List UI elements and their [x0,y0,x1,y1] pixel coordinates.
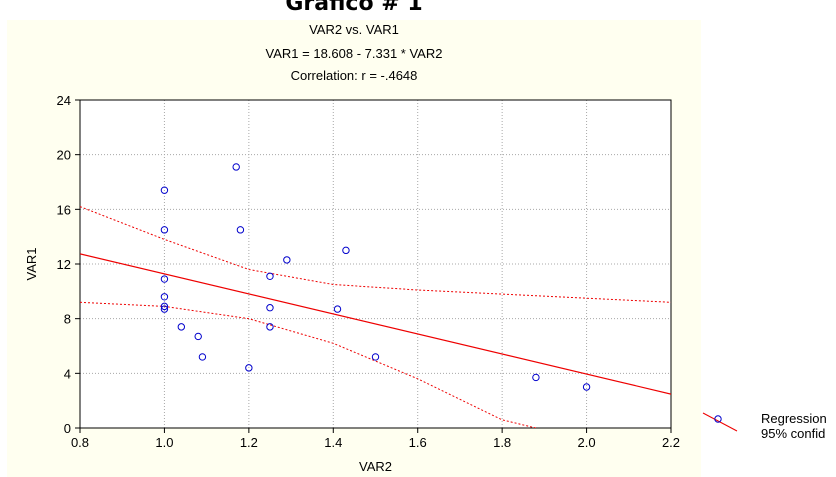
data-point [245,364,253,372]
confidence-upper-line [80,206,671,303]
data-point [232,163,240,171]
x-tick-label: 1.0 [155,435,173,450]
legend-label-confidence: 95% confid [761,426,825,441]
data-point [582,383,591,391]
data-point [160,305,169,313]
figure-suptitle: Grafico # 1 [285,0,423,16]
plot-frame [79,99,672,429]
y-tick-label: 8 [64,312,71,327]
x-tick-label: 1.2 [240,435,258,450]
x-tick-label: 2.2 [662,435,680,450]
y-axis-label: VAR1 [24,248,39,281]
data-point [371,353,380,361]
legend-label-regression: Regression [761,411,827,426]
data-point [160,186,169,194]
data-point [160,293,169,301]
data-point [266,304,274,312]
x-tick-label: 1.6 [409,435,427,450]
y-tick-label: 4 [64,366,71,381]
regression-line [80,253,671,395]
x-tick-label: 1.8 [493,435,511,450]
data-point [236,226,245,234]
correlation-text: Correlation: r = -.4648 [290,68,418,83]
plot-area [80,100,671,428]
data-point [266,323,274,331]
data-point [198,353,207,361]
y-tick-label: 12 [57,257,71,272]
y-tick-label: 24 [57,93,71,108]
y-tick-label: 20 [57,148,71,163]
chart-title: VAR2 vs. VAR1 [309,22,399,37]
x-tick-label: 2.0 [578,435,596,450]
x-tick-label: 1.4 [324,435,342,450]
data-point [177,323,186,331]
x-tick-label: 0.8 [71,435,89,450]
y-tick-label: 0 [64,421,71,436]
y-tick-label: 16 [57,202,71,217]
data-point [342,246,350,255]
data-point [266,272,274,280]
x-axis-label: VAR2 [359,459,392,474]
data-point [160,226,169,234]
data-point [283,256,291,264]
data-point [532,373,540,382]
data-point [333,305,342,313]
data-point [160,275,169,283]
regression-equation: VAR1 = 18.608 - 7.331 * VAR2 [265,46,443,61]
data-point [194,332,202,341]
legend-point-swatch [714,415,722,423]
data-point [160,302,169,311]
